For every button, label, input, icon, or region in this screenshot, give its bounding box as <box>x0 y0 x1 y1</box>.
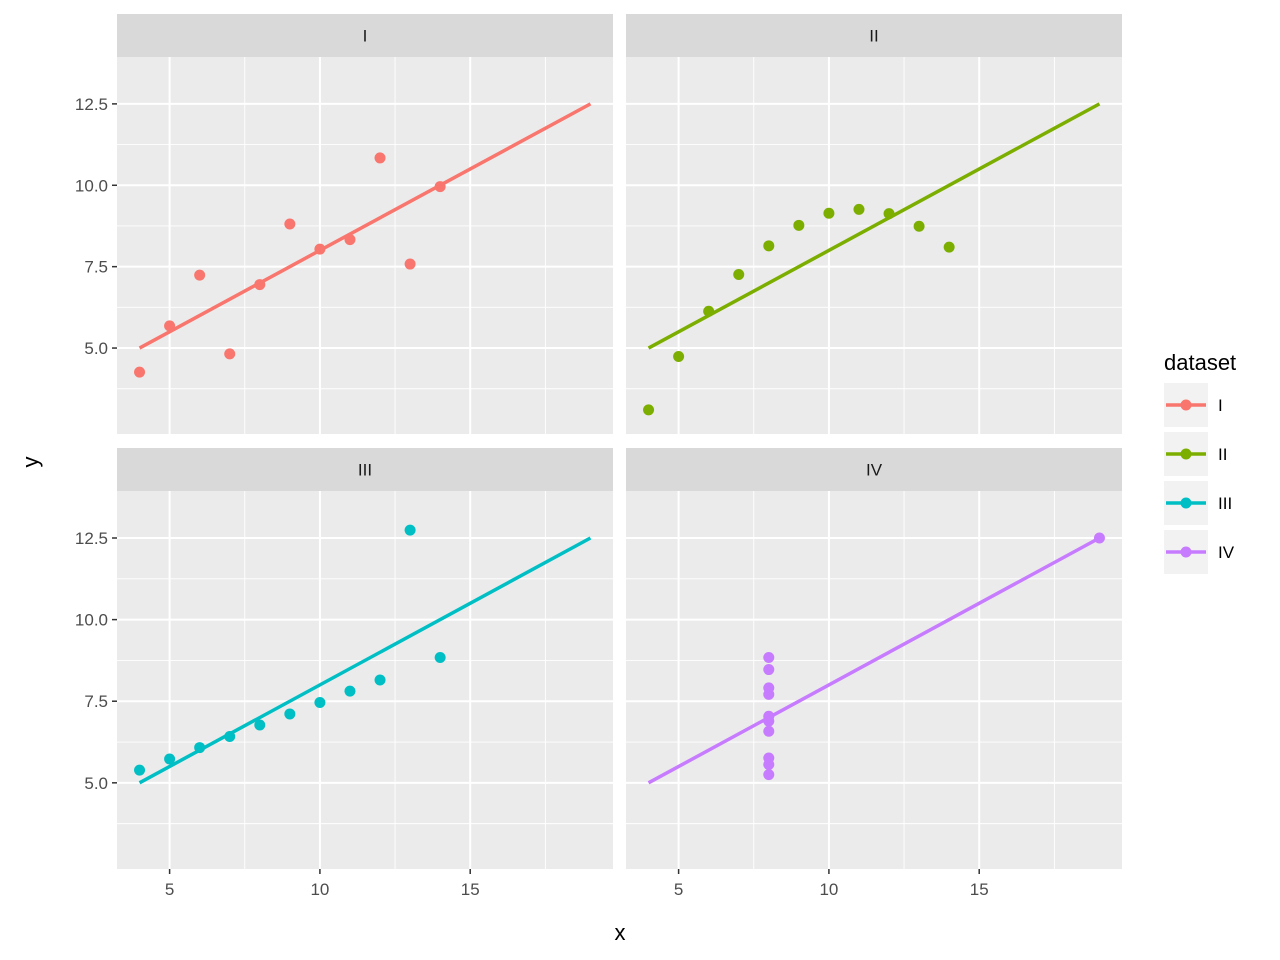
data-point-III <box>374 674 386 686</box>
data-point-I <box>434 181 446 193</box>
facet-strip-label: II <box>869 27 878 46</box>
axes: 5.0 7.5 10.0 12.5 5.0 7.5 10.0 12.5 5 10 15 5 10 15 x y <box>18 95 989 945</box>
legend-key-point <box>1180 497 1192 509</box>
data-point-I <box>164 320 176 332</box>
data-point-III <box>404 524 416 536</box>
legend-title: dataset <box>1164 350 1236 375</box>
data-point-I <box>224 348 236 360</box>
data-point-I <box>404 258 416 270</box>
data-point-III <box>194 742 206 754</box>
data-point-II <box>673 351 685 363</box>
x-tick-label: 10 <box>819 880 838 899</box>
fit-line-I <box>138 102 592 350</box>
facet-strip-label: I <box>363 27 368 46</box>
data-point-II <box>943 241 955 253</box>
legend-item-III: III <box>1164 481 1232 525</box>
data-point-IV <box>763 725 775 737</box>
x-axis-title: x <box>615 920 626 945</box>
data-point-IV <box>763 759 775 771</box>
data-point-III <box>314 697 326 709</box>
y-tick-label: 12.5 <box>75 529 108 548</box>
facet-strip <box>117 14 613 57</box>
legend-label: IV <box>1218 543 1235 562</box>
y-tick-label: 5.0 <box>84 774 108 793</box>
data-point-IV <box>763 769 775 781</box>
x-tick-label: 10 <box>310 880 329 899</box>
data-point-IV <box>763 651 775 663</box>
data-point-IV <box>763 715 775 727</box>
y-tick-label: 7.5 <box>84 692 108 711</box>
data-point-I <box>284 218 296 230</box>
data-point-II <box>703 305 715 317</box>
data-point-II <box>823 207 835 219</box>
panel-background <box>626 491 1122 869</box>
x-tick-label: 15 <box>970 880 989 899</box>
data-point-II <box>793 219 805 231</box>
facet-panel-III: III <box>117 448 613 869</box>
legend-item-II: II <box>1164 432 1227 476</box>
data-point-III <box>284 708 296 720</box>
x-tick-label: 5 <box>674 880 683 899</box>
facet-panel-IV: IV <box>626 448 1122 869</box>
facet-strip-label: III <box>358 461 372 480</box>
data-point-IV <box>763 682 775 694</box>
x-tick-label: 15 <box>461 880 480 899</box>
y-axis-title: y <box>18 457 43 468</box>
fit-line-II <box>647 102 1101 350</box>
data-point-II <box>763 240 775 252</box>
data-point-II <box>883 208 895 220</box>
data-point-II <box>733 268 745 280</box>
legend-label: II <box>1218 445 1227 464</box>
legend-item-I: I <box>1164 383 1223 427</box>
y-tick-label: 10.0 <box>75 611 108 630</box>
facet-strip <box>626 14 1122 57</box>
panel-background <box>117 491 613 869</box>
fit-line-III <box>138 536 592 785</box>
panel-background <box>626 57 1122 434</box>
data-point-II <box>853 203 865 215</box>
data-point-I <box>374 152 386 164</box>
facet-strip-label: IV <box>866 461 883 480</box>
y-tick-label: 12.5 <box>75 95 108 114</box>
data-point-III <box>254 719 266 731</box>
legend-key-point <box>1180 399 1192 411</box>
data-point-III <box>224 730 236 742</box>
facet-strip <box>626 448 1122 491</box>
data-point-I <box>254 279 266 291</box>
data-point-III <box>164 753 176 765</box>
legend-label: III <box>1218 494 1232 513</box>
legend-item-IV: IV <box>1164 530 1235 574</box>
data-point-III <box>134 764 146 776</box>
legend-key-point <box>1180 546 1192 558</box>
data-point-II <box>643 404 655 416</box>
y-tick-label: 5.0 <box>84 339 108 358</box>
facet-panel-I: I <box>117 14 613 434</box>
data-point-III <box>344 685 356 697</box>
data-point-I <box>194 269 206 281</box>
data-point-I <box>344 234 356 246</box>
legend-label: I <box>1218 396 1223 415</box>
facet-panel-II: II <box>626 14 1122 434</box>
data-point-IV <box>1093 532 1105 544</box>
data-point-III <box>434 651 446 663</box>
fit-line-IV <box>647 536 1101 785</box>
data-point-II <box>913 220 925 232</box>
y-tick-label: 10.0 <box>75 176 108 195</box>
data-point-I <box>134 366 146 378</box>
x-tick-label: 5 <box>165 880 174 899</box>
facet-strip <box>117 448 613 491</box>
y-tick-label: 7.5 <box>84 258 108 277</box>
data-point-I <box>314 243 326 255</box>
data-point-IV <box>763 664 775 676</box>
legend-key-point <box>1180 448 1192 460</box>
panel-background <box>117 57 613 434</box>
